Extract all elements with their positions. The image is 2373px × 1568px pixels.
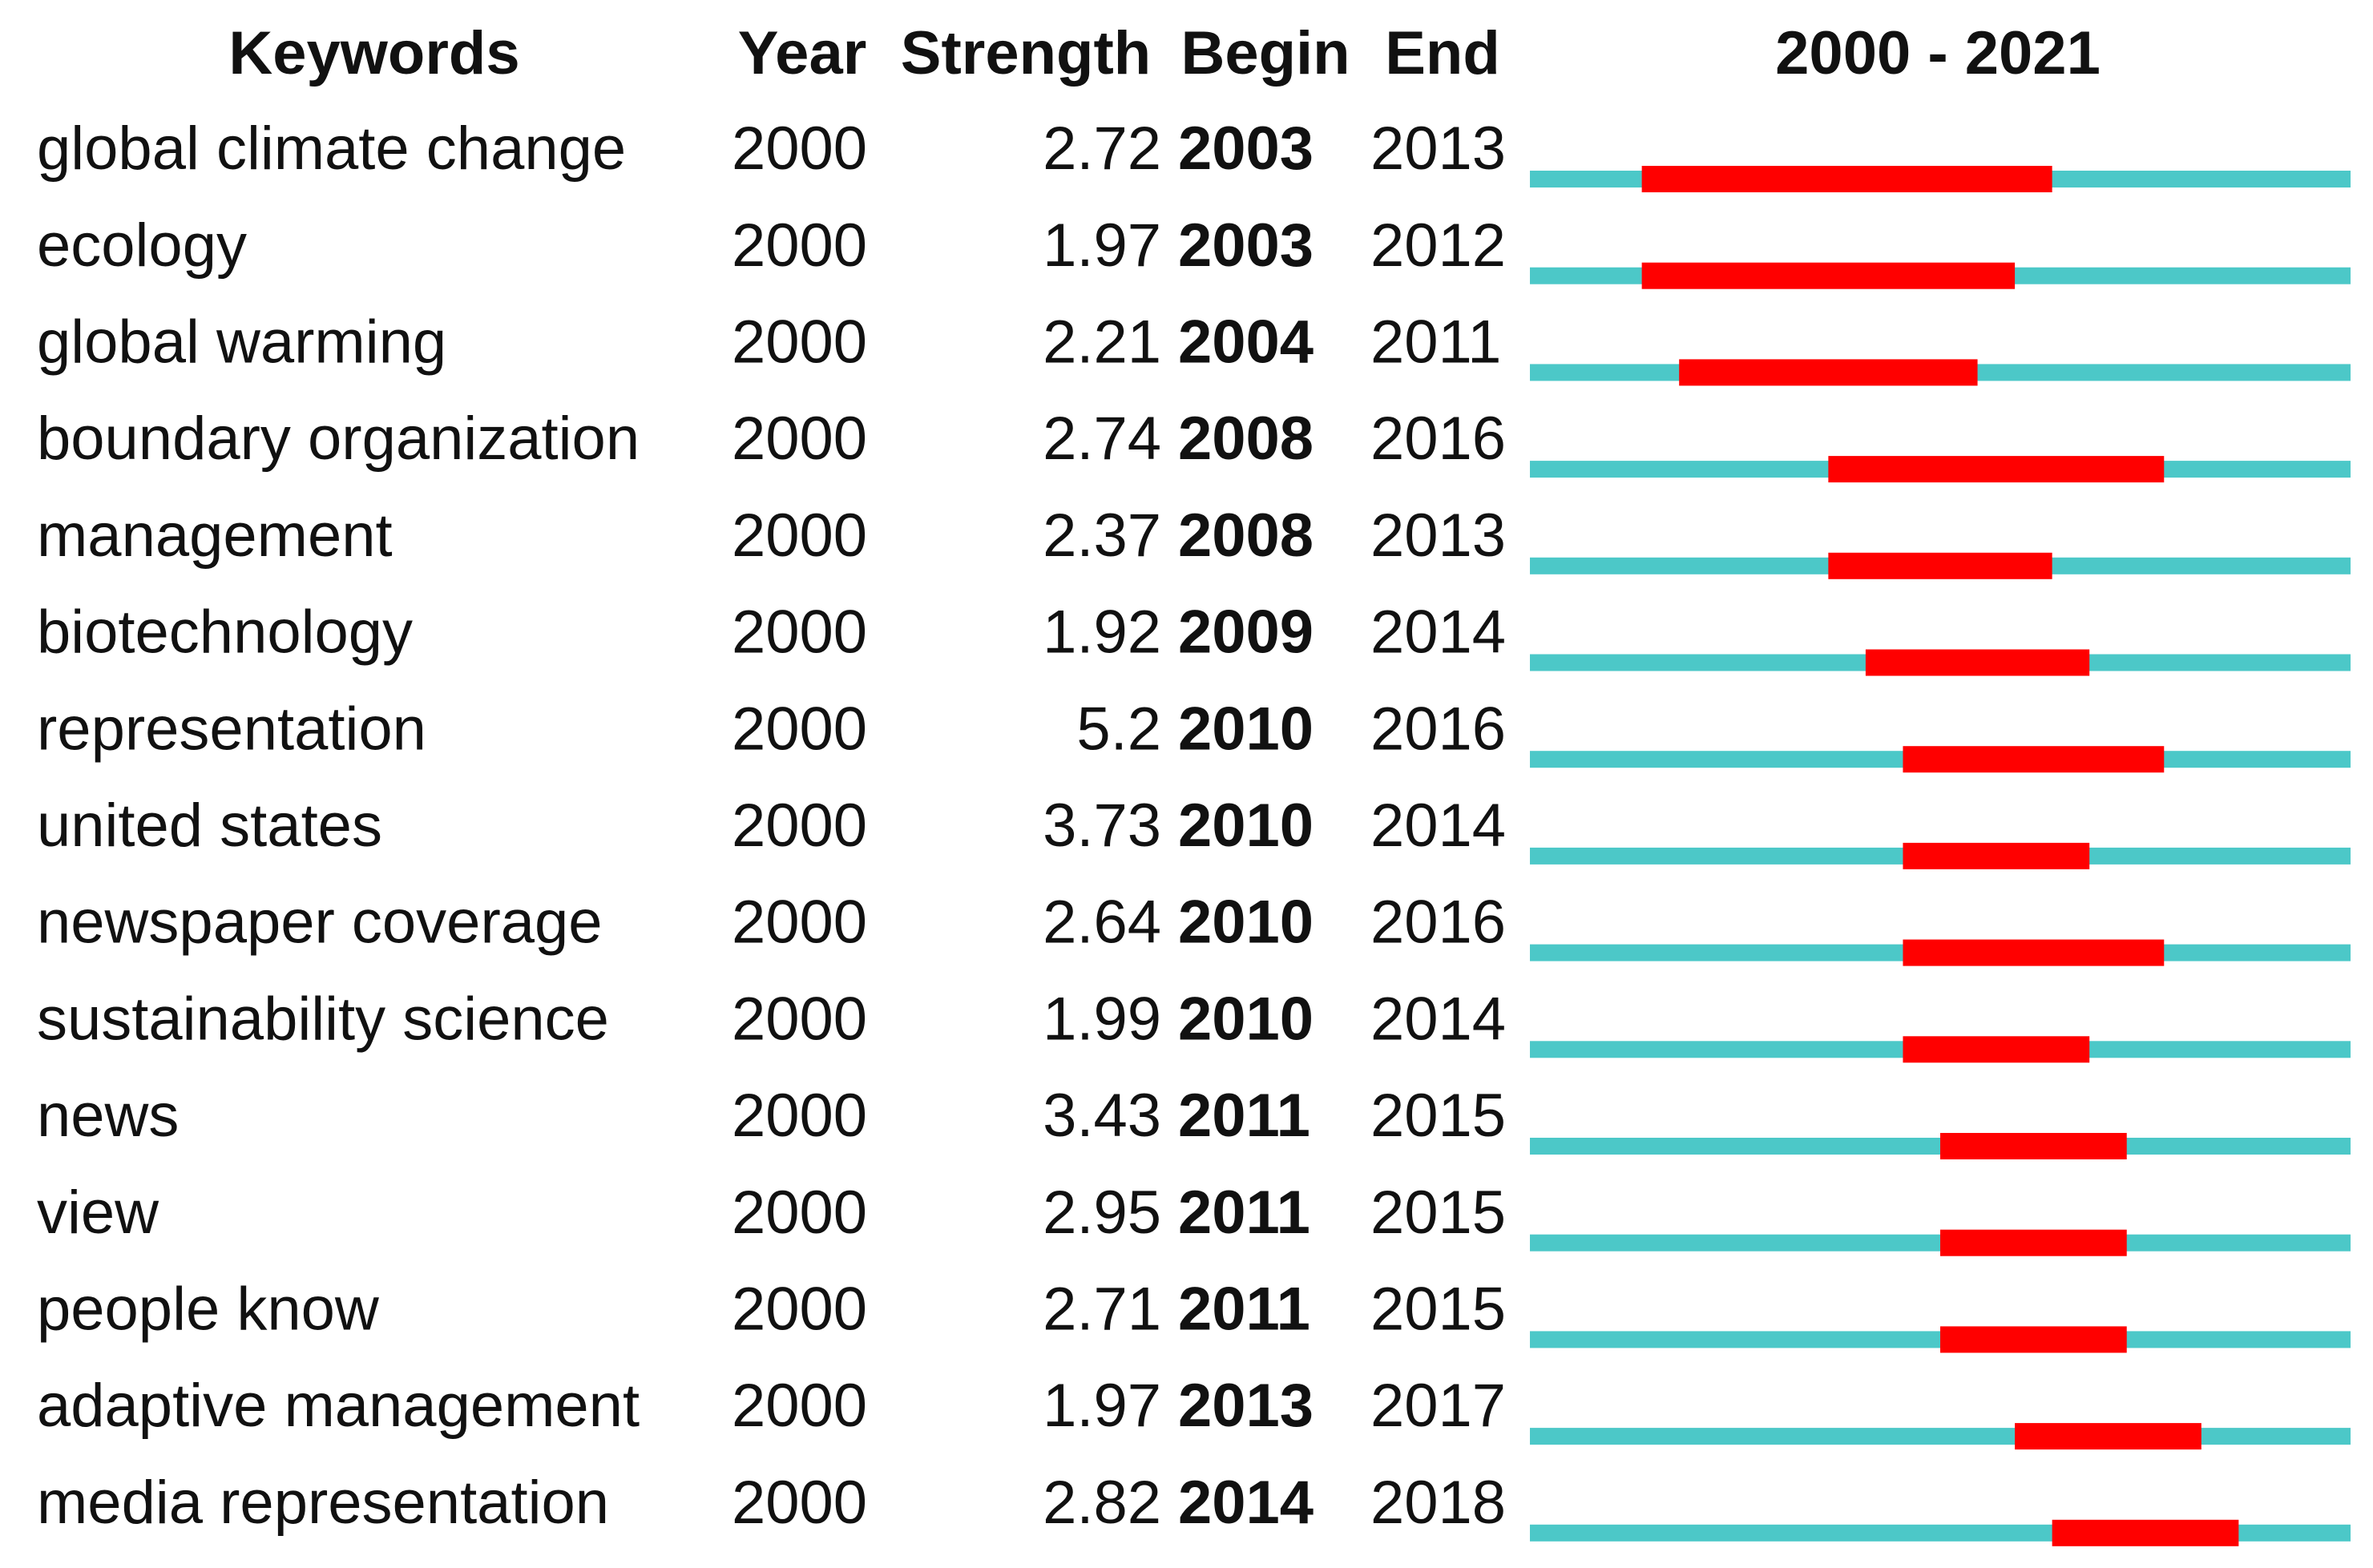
strength: 2.71 xyxy=(1043,1275,1161,1343)
begin: 2011 xyxy=(1178,1179,1310,1247)
keyword: media representation xyxy=(37,1469,609,1537)
end: 2016 xyxy=(1370,889,1506,957)
begin: 2013 xyxy=(1178,1372,1314,1440)
year: 2000 xyxy=(732,212,867,280)
year: 2000 xyxy=(732,1275,867,1343)
strength: 1.99 xyxy=(1043,985,1161,1053)
burst-bar xyxy=(1940,1326,2127,1353)
strength: 3.73 xyxy=(1043,792,1161,860)
burst-bar xyxy=(1679,359,1978,386)
keyword: global warming xyxy=(37,308,446,376)
begin: 2010 xyxy=(1178,985,1314,1053)
burst-bar xyxy=(1641,262,2016,289)
strength: 1.97 xyxy=(1043,212,1161,280)
begin: 2011 xyxy=(1178,1275,1310,1343)
end: 2014 xyxy=(1370,985,1506,1053)
begin: 2003 xyxy=(1178,115,1314,183)
begin: 2009 xyxy=(1178,599,1314,667)
year: 2000 xyxy=(732,1372,867,1440)
year: 2000 xyxy=(732,599,867,667)
strength: 2.64 xyxy=(1043,889,1161,957)
burst-bar xyxy=(1828,456,2165,483)
keyword: management xyxy=(37,502,393,570)
keyword: newspaper coverage xyxy=(37,889,603,957)
year: 2000 xyxy=(732,985,867,1053)
burst-bar xyxy=(1903,939,2165,966)
strength: 1.97 xyxy=(1043,1372,1161,1440)
end: 2011 xyxy=(1370,308,1501,376)
burst-bar xyxy=(1940,1133,2127,1159)
burst-bar xyxy=(1940,1229,2127,1256)
end: 2014 xyxy=(1370,792,1506,860)
burst-bar xyxy=(1903,1036,2090,1063)
burst-bar xyxy=(1903,746,2165,773)
column-header: Begin xyxy=(1180,19,1350,87)
burst-bar xyxy=(1641,166,2052,192)
keyword: people know xyxy=(37,1275,380,1343)
end: 2017 xyxy=(1370,1372,1506,1440)
column-header: Keywords xyxy=(228,19,519,87)
column-header: End xyxy=(1385,19,1500,87)
keyword: boundary organization xyxy=(37,405,640,473)
begin: 2008 xyxy=(1178,405,1314,473)
column-header: Strength xyxy=(901,19,1151,87)
end: 2013 xyxy=(1370,502,1506,570)
burst-bar xyxy=(1903,842,2090,869)
keyword: global climate change xyxy=(37,115,626,183)
year: 2000 xyxy=(732,1082,867,1150)
strength: 2.37 xyxy=(1043,502,1161,570)
end: 2018 xyxy=(1370,1469,1506,1537)
end: 2015 xyxy=(1370,1179,1506,1247)
begin: 2010 xyxy=(1178,889,1314,957)
strength: 3.43 xyxy=(1043,1082,1161,1150)
begin: 2010 xyxy=(1178,792,1314,860)
begin: 2010 xyxy=(1178,695,1314,763)
year: 2000 xyxy=(732,1179,867,1247)
burst-bar xyxy=(2015,1423,2201,1450)
year: 2000 xyxy=(732,695,867,763)
end: 2013 xyxy=(1370,115,1506,183)
begin: 2003 xyxy=(1178,212,1314,280)
end: 2016 xyxy=(1370,695,1506,763)
begin: 2004 xyxy=(1178,308,1314,376)
strength: 2.95 xyxy=(1043,1179,1161,1247)
keyword: representation xyxy=(37,695,426,763)
end: 2015 xyxy=(1370,1275,1506,1343)
year: 2000 xyxy=(732,502,867,570)
keyword: united states xyxy=(37,792,382,860)
strength: 5.2 xyxy=(1076,695,1161,763)
year: 2000 xyxy=(732,308,867,376)
column-header: Year xyxy=(738,19,867,87)
keyword: biotechnology xyxy=(37,599,413,667)
strength: 2.74 xyxy=(1043,405,1161,473)
begin: 2014 xyxy=(1178,1469,1314,1537)
keyword: ecology xyxy=(37,212,247,280)
keyword: view xyxy=(37,1179,159,1247)
burst-bar xyxy=(2052,1519,2239,1546)
strength: 2.82 xyxy=(1043,1469,1161,1537)
keyword: sustainability science xyxy=(37,985,609,1053)
burst-bar xyxy=(1865,649,2090,676)
keyword: news xyxy=(37,1082,179,1150)
year: 2000 xyxy=(732,405,867,473)
begin: 2011 xyxy=(1178,1082,1310,1150)
begin: 2008 xyxy=(1178,502,1314,570)
strength: 2.21 xyxy=(1043,308,1161,376)
year: 2000 xyxy=(732,792,867,860)
year: 2000 xyxy=(732,115,867,183)
year: 2000 xyxy=(732,889,867,957)
end: 2012 xyxy=(1370,212,1506,280)
chart-title: 2000 - 2021 xyxy=(1775,19,2101,87)
strength: 2.72 xyxy=(1043,115,1161,183)
timeline xyxy=(1530,1428,2351,1445)
end: 2016 xyxy=(1370,405,1506,473)
end: 2015 xyxy=(1370,1082,1506,1150)
end: 2014 xyxy=(1370,599,1506,667)
strength: 1.92 xyxy=(1043,599,1161,667)
keyword: adaptive management xyxy=(37,1372,640,1440)
burst-bar xyxy=(1828,552,2052,579)
year: 2000 xyxy=(732,1469,867,1537)
